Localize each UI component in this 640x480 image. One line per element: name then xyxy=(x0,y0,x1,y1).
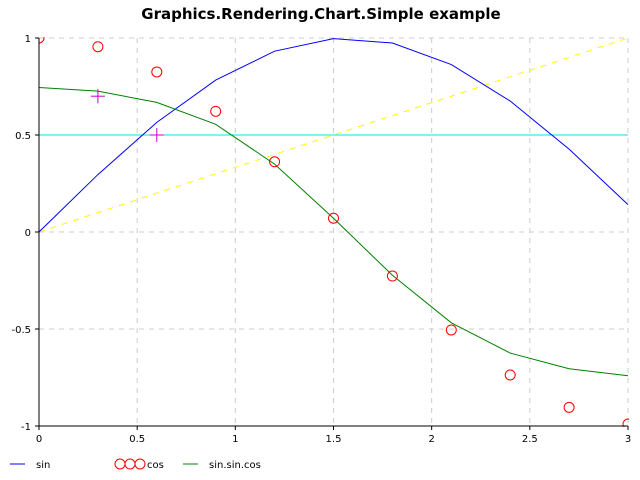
x-tick-label: 1 xyxy=(232,434,238,445)
y-tick-label: -1 xyxy=(21,422,31,433)
x-tick-label: 0 xyxy=(36,434,42,445)
y-tick-label: -0.5 xyxy=(11,325,31,336)
y-tick-label: 0.5 xyxy=(15,131,31,142)
chart-title: Graphics.Rendering.Chart.Simple example xyxy=(141,5,500,23)
x-tick-label: 0.5 xyxy=(129,434,145,445)
x-tick-label: 2 xyxy=(428,434,434,445)
legend-label: sin.sin.cos xyxy=(209,460,261,471)
series-line-sin xyxy=(39,38,629,233)
legend-item-cos: cos xyxy=(114,458,164,471)
y-tick-label: 1 xyxy=(25,34,31,45)
series-point-plus xyxy=(90,89,105,104)
plot-series xyxy=(39,37,629,427)
series-line-sin-sin-cos xyxy=(39,86,629,377)
series-point-cos xyxy=(504,369,516,381)
series-point-cos xyxy=(445,324,457,336)
legend: sin cos sin.sin.cos xyxy=(10,458,261,471)
series-point-cos xyxy=(39,37,45,44)
series-point-cos xyxy=(151,66,163,78)
legend-item-sin: sin xyxy=(10,460,50,471)
legend-item-sin-sin-cos: sin.sin.cos xyxy=(183,460,261,471)
axes: 0 0.5 1 1.5 2 2.5 3 1 0.5 0 -0.5 -1 xyxy=(11,34,631,445)
series-point-cos xyxy=(269,156,281,168)
series-point-cos xyxy=(622,418,629,427)
series-point-cos xyxy=(210,105,222,117)
legend-swatch xyxy=(134,458,146,470)
series-point-plus xyxy=(149,128,164,142)
legend-label: cos xyxy=(147,460,164,471)
series-point-cos xyxy=(92,41,104,53)
y-tick-label: 0 xyxy=(25,228,31,239)
series-line-dashed-line xyxy=(39,37,629,233)
x-tick-label: 2.5 xyxy=(522,434,538,445)
series-point-cos xyxy=(386,270,398,282)
x-tick-label: 3 xyxy=(625,434,631,445)
series-point-cos xyxy=(563,401,575,413)
series-point-cos xyxy=(328,212,339,224)
x-tick-label: 1.5 xyxy=(326,434,342,445)
legend-label: sin xyxy=(36,460,50,471)
plot-area xyxy=(39,37,629,427)
